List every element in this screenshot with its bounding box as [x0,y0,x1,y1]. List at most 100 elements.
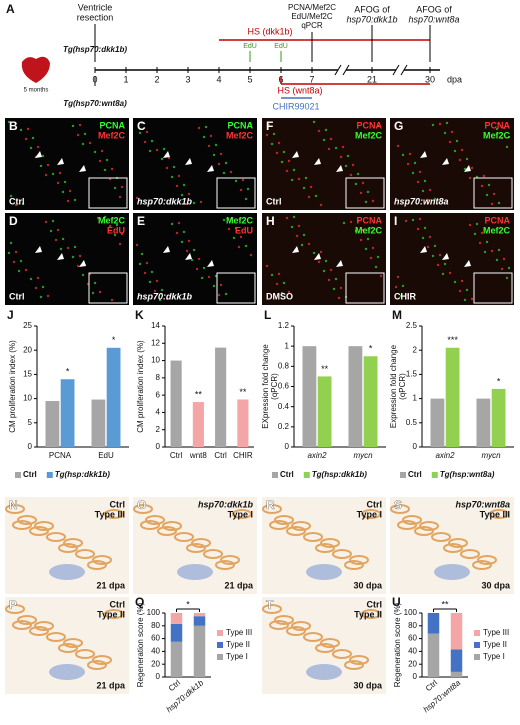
significance: * [497,376,501,386]
cell [29,146,33,150]
cell [480,231,484,235]
cell [334,277,338,281]
cell [376,255,380,259]
cell [478,241,482,245]
cell [177,174,181,178]
tissue [29,526,49,536]
y-tick-label: 60 [151,634,160,643]
tissue [315,643,335,653]
arrowhead [292,151,299,158]
cell [371,199,375,203]
histology-label: Type III [480,509,510,519]
bar [302,346,317,447]
significance: * [369,344,373,354]
cell [507,135,511,139]
x-tick-label: Ctrl [167,678,182,693]
edu-label: EdU [243,43,257,50]
cell [217,162,221,166]
inset [473,177,513,209]
cell [341,145,345,149]
cell [490,202,494,206]
tissue [75,549,95,559]
panel-label: J [7,308,14,322]
cell [344,164,348,168]
y-tick-label: 80 [151,621,160,630]
tissue [349,555,369,565]
legend-label: Type I [226,652,248,661]
y-tick-label: 0 [413,672,418,681]
arrowhead [207,260,214,267]
bar-segment [170,613,183,624]
cell [307,195,311,199]
legend-swatch [217,654,223,660]
cell [145,261,149,265]
cell [56,181,60,185]
arrowhead [314,158,321,165]
tissue [157,526,177,536]
cell [249,253,253,257]
cell [182,230,186,234]
caption: 30 dpa [353,680,383,690]
tissue [58,543,78,553]
cell [76,133,80,137]
cell [356,172,360,176]
tissue [34,521,54,531]
wound [434,564,470,580]
cell [209,134,213,138]
cell [229,170,233,174]
tissue [87,660,107,670]
y-tick-label: 6 [156,390,161,399]
tissue [92,655,112,665]
cell [500,136,504,140]
cell [7,120,11,124]
cell [327,147,331,151]
cell [143,140,147,144]
cell [460,148,464,152]
legend-swatch [272,472,278,478]
y-tick-label: 0.4 [278,402,290,411]
tissue [5,604,25,614]
arrowhead [185,158,192,165]
histology-label: hsp70:dkk1b [198,499,254,509]
arrowhead [163,151,170,158]
cell [379,274,383,278]
inset [345,177,385,209]
y-tick-label: 0.6 [278,382,290,391]
resection-label: resection [77,12,114,22]
tissue [291,521,311,531]
bar-segment [170,641,183,677]
wound [49,564,85,580]
cell [175,184,179,188]
legend-label: Ctrl [280,470,294,479]
cell [113,186,117,190]
y-tick-label: 0 [156,672,161,681]
cell [282,281,286,285]
tissue [145,515,165,525]
cell [227,227,231,231]
tissue [203,549,223,559]
cell [465,288,469,292]
cell [272,132,276,136]
cell [51,219,55,223]
y-axis-title: (qPCR) [270,373,279,400]
bar-segment [427,613,440,634]
cell [158,298,162,302]
cell [475,222,479,226]
tissue [477,555,497,565]
caption: 30 dpa [353,580,383,590]
tissue [291,621,311,631]
histology-label: Type I [228,509,253,519]
cell [337,296,341,300]
arrowhead [207,165,214,172]
histology-label: Ctrl [110,599,126,609]
cell [182,183,186,187]
inset [88,272,128,304]
cell [148,280,152,284]
cell [222,171,226,175]
y-tick-label: 20 [23,345,32,354]
panel-label: G [394,119,403,133]
cell [374,265,378,269]
cell [61,190,65,194]
cell [46,294,50,298]
cell [214,143,218,147]
